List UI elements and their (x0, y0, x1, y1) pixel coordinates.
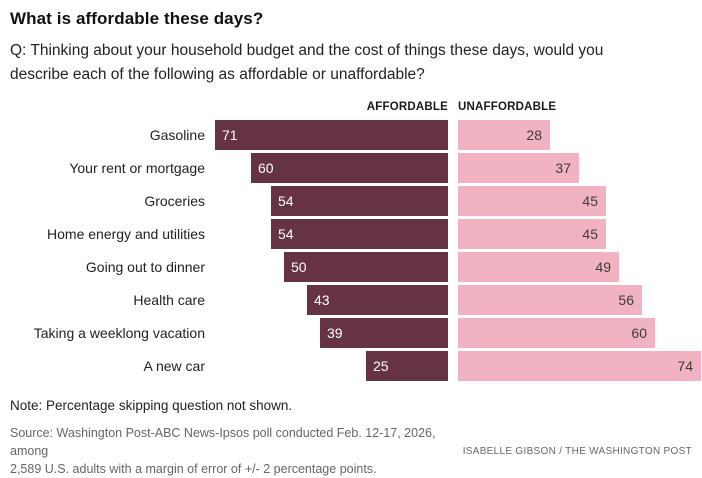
affordable-bar-zone: 54 (215, 186, 448, 216)
chart-row: Groceries 54 45 (10, 186, 692, 216)
center-axis-gap (448, 285, 458, 315)
affordable-bar: 54 (271, 219, 448, 249)
column-headers: AFFORDABLE UNAFFORDABLE (10, 100, 692, 114)
category-label: Taking a weeklong vacation (33, 325, 205, 341)
unaffordable-bar: 45 (458, 186, 606, 216)
affordable-bar-zone: 71 (215, 120, 448, 150)
affordable-bar-zone: 60 (215, 153, 448, 183)
source-text: Source: Washington Post-ABC News-Ipsos p… (10, 424, 449, 478)
affordable-bar: 54 (271, 186, 448, 216)
affordable-value: 43 (314, 292, 330, 308)
source-line-2: 2,589 U.S. adults with a margin of error… (10, 462, 377, 476)
unaffordable-value: 49 (595, 259, 611, 275)
unaffordable-value: 45 (582, 193, 598, 209)
source-line-1: Source: Washington Post-ABC News-Ipsos p… (10, 426, 436, 458)
affordable-value: 25 (373, 358, 389, 374)
unaffordable-bar-zone: 56 (458, 285, 692, 315)
affordable-column-header: AFFORDABLE (366, 101, 448, 113)
unaffordable-column-header: UNAFFORDABLE (458, 101, 557, 113)
affordable-value: 60 (258, 160, 274, 176)
unaffordable-bar: 60 (458, 318, 655, 348)
unaffordable-value: 60 (631, 325, 647, 341)
center-axis-gap (448, 186, 458, 216)
chart-row: Health care 43 56 (10, 285, 692, 315)
chart-row: Home energy and utilities 54 45 (10, 219, 692, 249)
footer: Source: Washington Post-ABC News-Ipsos p… (10, 424, 692, 478)
byline-credit: ISABELLE GIBSON / THE WASHINGTON POST (462, 445, 692, 457)
center-axis-gap (448, 351, 458, 381)
affordable-value: 54 (278, 193, 294, 209)
unaffordable-bar-zone: 45 (458, 186, 692, 216)
unaffordable-bar: 45 (458, 219, 606, 249)
header-spacer (10, 100, 205, 114)
unaffordable-value: 37 (555, 160, 571, 176)
category-label: Groceries (144, 193, 205, 209)
affordable-bar-zone: 39 (215, 318, 448, 348)
chart-row: Gasoline 71 28 (10, 120, 692, 150)
chart-row: Going out to dinner 50 49 (10, 252, 692, 282)
diverging-bar-chart: Gasoline 71 28 Your rent or mortgage 60 37 Gro… (10, 120, 701, 381)
category-label: Health care (133, 292, 205, 308)
affordable-bar-zone: 43 (215, 285, 448, 315)
affordable-bar-zone: 25 (215, 351, 448, 381)
affordable-bar: 39 (320, 318, 448, 348)
unaffordable-bar: 28 (458, 120, 550, 150)
unaffordable-bar: 37 (458, 153, 579, 183)
center-axis-gap (448, 252, 458, 282)
unaffordable-value: 74 (677, 358, 693, 374)
unaffordable-bar-zone: 49 (458, 252, 692, 282)
chart-row: Your rent or mortgage 60 37 (10, 153, 692, 183)
note-text: Note: Percentage skipping question not s… (10, 398, 293, 413)
affordable-bar: 60 (251, 153, 448, 183)
category-label: A new car (143, 358, 205, 374)
affordable-value: 71 (222, 127, 238, 143)
unaffordable-bar-zone: 37 (458, 153, 692, 183)
center-axis-gap (448, 219, 458, 249)
affordable-bar: 43 (307, 285, 448, 315)
unaffordable-bar-zone: 74 (458, 351, 701, 381)
header-gap (448, 100, 458, 114)
affordable-value: 39 (327, 325, 343, 341)
unaffordable-value: 56 (618, 292, 634, 308)
unaffordable-bar-zone: 45 (458, 219, 692, 249)
question-line-1: Q: Thinking about your household budget … (10, 42, 604, 59)
unaffordable-value: 45 (582, 226, 598, 242)
affordable-bar-zone: 54 (215, 219, 448, 249)
category-label: Home energy and utilities (47, 226, 205, 242)
unaffordable-bar-zone: 60 (458, 318, 692, 348)
unaffordable-bar-zone: 28 (458, 120, 692, 150)
question-text: Q: Thinking about your household budget … (10, 39, 692, 87)
center-axis-gap (448, 120, 458, 150)
unaffordable-value: 28 (526, 127, 542, 143)
affordable-value: 54 (278, 226, 294, 242)
chart-row: Taking a weeklong vacation 39 60 (10, 318, 692, 348)
center-axis-gap (448, 318, 458, 348)
unaffordable-bar: 56 (458, 285, 642, 315)
question-line-2: describe each of the following as afford… (10, 66, 425, 83)
chart-row: A new car 25 74 (10, 351, 701, 381)
category-label: Gasoline (149, 127, 205, 143)
affordable-bar: 50 (284, 252, 448, 282)
category-label: Your rent or mortgage (69, 160, 205, 176)
page-title: What is affordable these days? (10, 9, 264, 28)
unaffordable-bar: 74 (458, 351, 701, 381)
affordable-bar: 71 (215, 120, 448, 150)
affordable-value: 50 (291, 259, 307, 275)
category-label: Going out to dinner (85, 259, 205, 275)
affordable-bar: 25 (366, 351, 448, 381)
unaffordable-bar: 49 (458, 252, 619, 282)
affordable-bar-zone: 50 (215, 252, 448, 282)
center-axis-gap (448, 153, 458, 183)
